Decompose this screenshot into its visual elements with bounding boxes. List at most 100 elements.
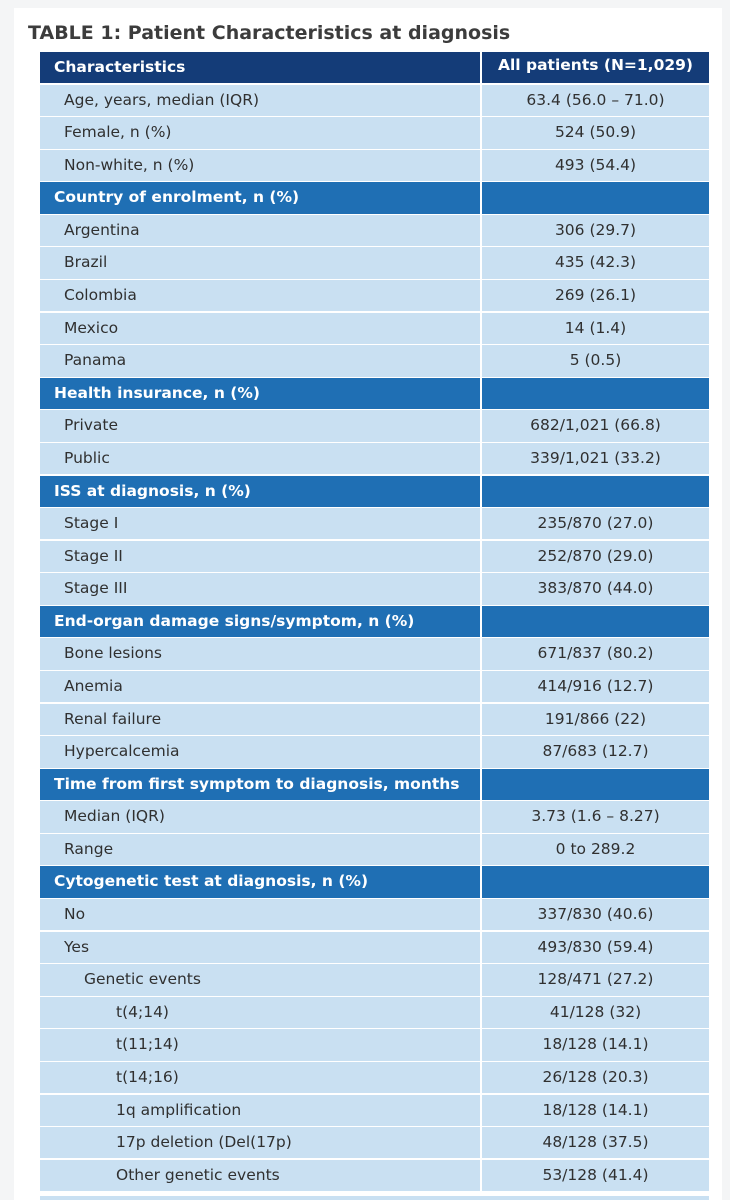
table-row: Female, n (%) 524 (50.9) — [40, 117, 709, 149]
row-label: Female, n (%) — [40, 117, 480, 149]
row-label: Bone lesions — [40, 638, 480, 670]
table-row: Bone lesions 671/837 (80.2) — [40, 638, 709, 670]
row-label: Hypercalcemia — [40, 736, 480, 768]
header-characteristics: Characteristics — [40, 52, 480, 84]
section-header-row: End-organ damage signs/symptom, n (%) — [40, 605, 709, 638]
table-row: Age, years, median (IQR) 63.4 (56.0 – 71.… — [40, 84, 709, 116]
row-value: 18/128 (14.1) — [482, 1094, 709, 1126]
table-row: Panama 5 (0.5) — [40, 345, 709, 377]
row-value: 5 (0.5) — [482, 345, 709, 377]
row-label: Panama — [40, 345, 480, 377]
section-header-row: Cytogenetic test at diagnosis, n (%) — [40, 866, 709, 898]
row-label: Anemia — [40, 670, 480, 703]
row-label: Yes — [40, 931, 480, 963]
row-label: Genetic events — [40, 964, 480, 996]
section-label: ISS at diagnosis, n (%) — [40, 475, 480, 507]
section-label: Country of enrolment, n (%) — [40, 182, 480, 214]
table-row: t(11;14) 18/128 (14.1) — [40, 1029, 709, 1061]
row-label: Public — [40, 442, 480, 475]
row-value: 3.73 (1.6 – 8.27) — [482, 801, 709, 833]
row-value: 337/830 (40.6) — [482, 899, 709, 931]
section-value — [482, 182, 709, 214]
row-value: 252/870 (29.0) — [482, 540, 709, 573]
row-value: 0 to 289.2 — [482, 833, 709, 866]
row-label: No — [40, 899, 480, 931]
section-value — [482, 377, 709, 410]
row-label: Brazil — [40, 247, 480, 279]
row-value: 414/916 (12.7) — [482, 670, 709, 703]
row-value: 191/866 (22) — [482, 703, 709, 735]
row-label: Age, years, median (IQR) — [40, 84, 480, 116]
row-label: Stage I — [40, 508, 480, 540]
section-header-row: Health insurance, n (%) — [40, 377, 709, 410]
section-header-row: Time from first symptom to diagnosis, mo… — [40, 768, 709, 801]
table-row: Other genetic events 53/128 (41.4) — [40, 1159, 709, 1192]
row-label: 17p deletion (Del(17p) — [40, 1127, 480, 1159]
table-row: Stage III 383/870 (44.0) — [40, 573, 709, 605]
table-row: Argentina 306 (29.7) — [40, 214, 709, 247]
row-label: Mexico — [40, 312, 480, 345]
section-value — [482, 866, 709, 898]
section-header-row: ISS at diagnosis, n (%) — [40, 475, 709, 507]
row-value: 87/683 (12.7) — [482, 736, 709, 768]
row-value: 671/837 (80.2) — [482, 638, 709, 670]
table-row: Median (IQR) 3.73 (1.6 – 8.27) — [40, 801, 709, 833]
table-row: Anemia 414/916 (12.7) — [40, 670, 709, 703]
row-label: Other genetic events — [40, 1159, 480, 1192]
table-row: Colombia 269 (26.1) — [40, 280, 709, 312]
row-label: Range — [40, 833, 480, 866]
row-value: 235/870 (27.0) — [482, 508, 709, 540]
table-row: Stage I 235/870 (27.0) — [40, 508, 709, 540]
section-label: Time from first symptom to diagnosis, mo… — [40, 768, 480, 801]
row-label: Renal failure — [40, 703, 480, 735]
table-row: Renal failure 191/866 (22) — [40, 703, 709, 735]
row-value: 524 (50.9) — [482, 117, 709, 149]
row-label: t(14;16) — [40, 1061, 480, 1094]
row-value: 682/1,021 (66.8) — [482, 410, 709, 442]
row-value: 339/1,021 (33.2) — [482, 442, 709, 475]
table-row: Mexico 14 (1.4) — [40, 312, 709, 345]
row-label: 1q amplification — [40, 1094, 480, 1126]
row-label: Stage II — [40, 540, 480, 573]
table-row: Public 339/1,021 (33.2) — [40, 442, 709, 475]
table-row: Non-white, n (%) 493 (54.4) — [40, 149, 709, 182]
table-row: No 337/830 (40.6) — [40, 899, 709, 931]
section-label: Cytogenetic test at diagnosis, n (%) — [40, 866, 480, 898]
row-value: 128/471 (27.2) — [482, 964, 709, 996]
row-label: Colombia — [40, 280, 480, 312]
section-value — [482, 475, 709, 507]
row-value: 269 (26.1) — [482, 280, 709, 312]
patient-characteristics-table: Characteristics All patients (N=1,029) A… — [40, 52, 709, 1192]
section-value — [482, 605, 709, 638]
row-value: 435 (42.3) — [482, 247, 709, 279]
row-value: 26/128 (20.3) — [482, 1061, 709, 1094]
row-value: 383/870 (44.0) — [482, 573, 709, 605]
row-value: 41/128 (32) — [482, 996, 709, 1029]
table-row: Hypercalcemia 87/683 (12.7) — [40, 736, 709, 768]
table-row: t(14;16) 26/128 (20.3) — [40, 1061, 709, 1094]
table-row: Brazil 435 (42.3) — [40, 247, 709, 279]
table-row: 1q amplification 18/128 (14.1) — [40, 1094, 709, 1126]
table-row: Range 0 to 289.2 — [40, 833, 709, 866]
row-value: 493/830 (59.4) — [482, 931, 709, 963]
row-value: 306 (29.7) — [482, 214, 709, 247]
table-row: Stage II 252/870 (29.0) — [40, 540, 709, 573]
section-label: Health insurance, n (%) — [40, 377, 480, 410]
table-row: t(4;14) 41/128 (32) — [40, 996, 709, 1029]
row-label: Non-white, n (%) — [40, 149, 480, 182]
header-all-patients: All patients (N=1,029) — [482, 52, 709, 84]
row-value: 14 (1.4) — [482, 312, 709, 345]
table-title: TABLE 1: Patient Characteristics at diag… — [28, 22, 511, 44]
section-value — [482, 768, 709, 801]
table-row: Yes 493/830 (59.4) — [40, 931, 709, 963]
row-value: 53/128 (41.4) — [482, 1159, 709, 1192]
row-value: 18/128 (14.1) — [482, 1029, 709, 1061]
document-page: TABLE 1: Patient Characteristics at diag… — [14, 8, 722, 1200]
section-label: End-organ damage signs/symptom, n (%) — [40, 605, 480, 638]
row-label: Median (IQR) — [40, 801, 480, 833]
row-label: t(4;14) — [40, 996, 480, 1029]
row-label: Private — [40, 410, 480, 442]
section-header-row: Country of enrolment, n (%) — [40, 182, 709, 214]
table-bottom-edge — [40, 1196, 709, 1200]
row-value: 48/128 (37.5) — [482, 1127, 709, 1159]
